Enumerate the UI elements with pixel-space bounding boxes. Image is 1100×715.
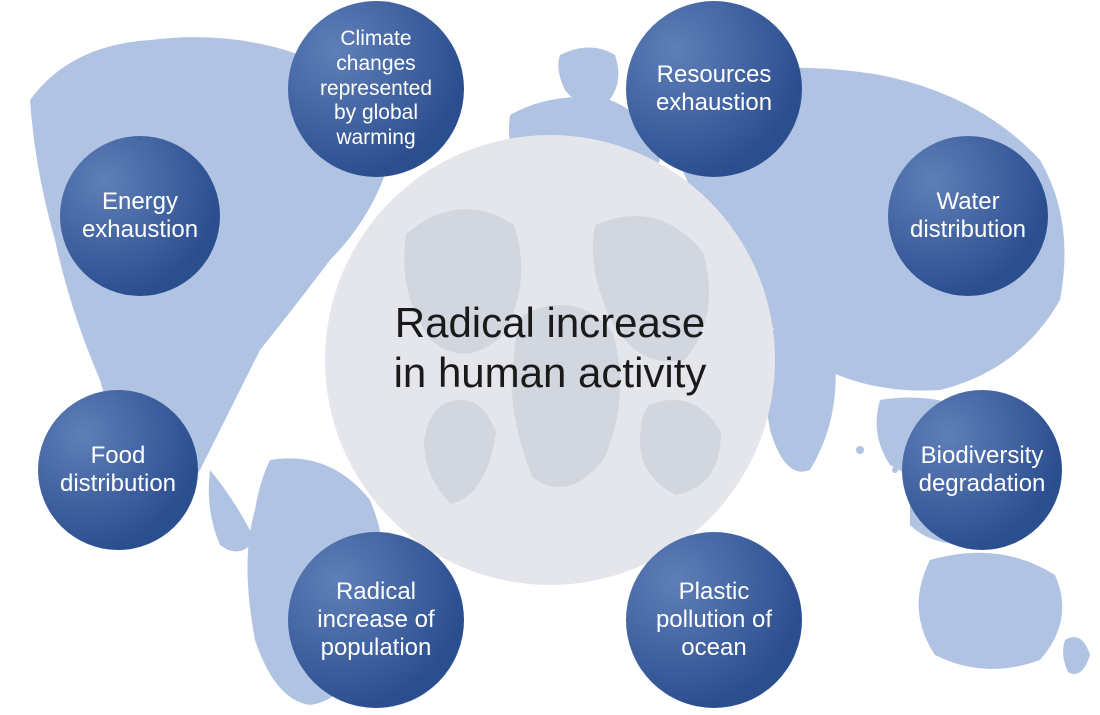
center-title: Radical increase in human activity [394,298,707,397]
infographic-stage: Radical increase in human activity Clima… [0,0,1100,715]
bubble-climate: Climate changes represented by global wa… [288,1,464,177]
bubble-label: Water distribution [910,188,1026,245]
bubble-label: Plastic pollution of ocean [656,578,772,663]
bubble-population: Radical increase of population [288,532,464,708]
bubble-resources: Resources exhaustion [626,1,802,177]
bubble-label: Climate changes represented by global wa… [320,27,432,151]
bubble-water: Water distribution [888,136,1048,296]
bubble-food: Food distribution [38,390,198,550]
bubble-label: Food distribution [60,442,176,499]
bubble-plastic: Plastic pollution of ocean [626,532,802,708]
bubble-energy: Energy exhaustion [60,136,220,296]
bubble-label: Resources exhaustion [656,61,772,118]
bubble-biodiversity: Biodiversity degradation [902,390,1062,550]
bubble-label: Energy exhaustion [82,188,198,245]
bubble-label: Biodiversity degradation [919,442,1046,499]
bubble-label: Radical increase of population [317,578,434,663]
